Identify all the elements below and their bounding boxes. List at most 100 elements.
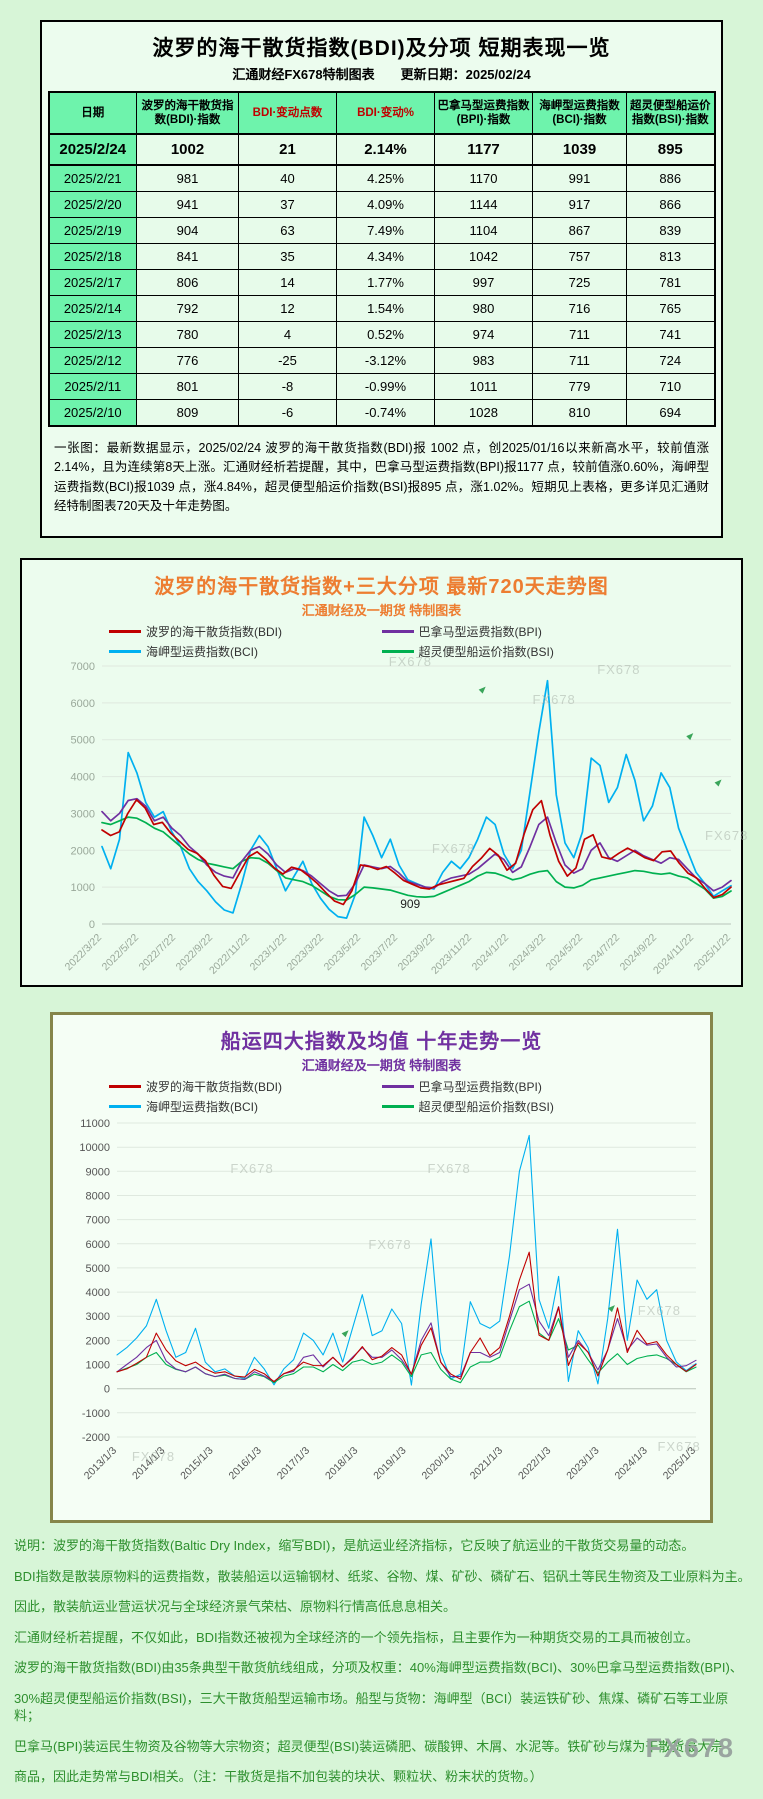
svg-text:2014/1/3: 2014/1/3 <box>130 1445 167 1482</box>
chart1-title: 波罗的海干散货指数+三大分项 最新720天走势图 <box>154 576 609 598</box>
table-cell: 981 <box>136 164 239 192</box>
table-cell: 810 <box>532 399 627 427</box>
legend-item: 巴拿马型运费指数(BPI) <box>381 1078 655 1095</box>
table-cell: 1.54% <box>336 295 435 322</box>
table-cell: 0.52% <box>336 321 435 348</box>
table-cell: 725 <box>532 269 627 296</box>
svg-text:909: 909 <box>400 897 420 911</box>
table-cell: 904 <box>136 217 239 244</box>
svg-text:5000: 5000 <box>71 735 95 747</box>
table-cell: 2025/2/18 <box>48 243 137 270</box>
table-cell: 801 <box>136 373 239 400</box>
bdi-short-term-table: 日期 波罗的海干散货指数(BDI)·指数 BDI·变动点数 BDI·变动% 巴拿马型运费… <box>47 91 716 427</box>
table-cell: 2025/2/13 <box>48 321 137 348</box>
chart1-legend: 波罗的海干散货指数(BDI) 巴拿马型运费指数(BPI) 海岬型运费指数(BCI) 超… <box>109 623 654 660</box>
svg-text:2022/7/22: 2022/7/22 <box>137 932 179 974</box>
table-row: 2025/2/11 801 -8 -0.99% 1011 779 710 <box>48 373 715 400</box>
table-cell: 792 <box>136 295 239 322</box>
table-row: 2025/2/24 1002 21 2.14% 1177 1039 895 <box>48 133 715 166</box>
svg-text:11000: 11000 <box>80 1118 110 1130</box>
legend-label: 超灵便型船运价指数(BSI) <box>418 1100 554 1114</box>
column-header: 日期 <box>48 91 137 135</box>
short-term-table-panel: 波罗的海干散货指数(BDI)及分项 短期表现一览 汇通财经FX678特制图表 更… <box>40 20 723 538</box>
svg-text:2025/1/22: 2025/1/22 <box>692 932 734 974</box>
table-row: 2025/2/10 809 -6 -0.74% 1028 810 694 <box>48 399 715 427</box>
table-cell: 941 <box>136 191 239 218</box>
table-cell: 4.25% <box>336 164 435 192</box>
table-cell: 813 <box>626 243 715 270</box>
table-cell: 1039 <box>532 133 627 166</box>
fx678-brand-watermark: FX678 <box>645 1733 735 1763</box>
table-panel-title: 波罗的海干散货指数(BDI)及分项 短期表现一览 <box>152 37 611 60</box>
legend-item: 波罗的海干散货指数(BDI) <box>109 623 382 640</box>
explanation-line: 波罗的海干散货指数(BDI)由35条典型干散货航线组成，分项及权重：40%海岬型… <box>14 1660 743 1676</box>
table-cell: 781 <box>626 269 715 296</box>
legend-swatch-icon <box>109 1105 141 1108</box>
table-cell: 711 <box>532 347 627 374</box>
table-cell: 12 <box>238 295 337 322</box>
legend-swatch-icon <box>381 1085 414 1088</box>
svg-text:2000: 2000 <box>86 1335 110 1347</box>
svg-text:9000: 9000 <box>86 1166 110 1178</box>
table-cell: 2025/2/11 <box>48 373 137 400</box>
table-row: 2025/2/21 981 40 4.25% 1170 991 886 <box>48 164 715 192</box>
svg-text:-2000: -2000 <box>82 1432 110 1444</box>
legend-swatch-icon <box>381 650 414 653</box>
svg-text:6000: 6000 <box>86 1239 110 1251</box>
legend-item: 波罗的海干散货指数(BDI) <box>109 1078 382 1095</box>
legend-swatch-icon <box>109 1085 141 1088</box>
table-row: 2025/2/19 904 63 7.49% 1104 867 839 <box>48 217 715 244</box>
table-header-row: 日期 波罗的海干散货指数(BDI)·指数 BDI·变动点数 BDI·变动% 巴拿马型运费… <box>48 91 715 135</box>
table-cell: 4.34% <box>336 243 435 270</box>
column-header: BDI·变动点数 <box>238 91 337 135</box>
table-cell: 2025/2/10 <box>48 399 137 427</box>
svg-text:1000: 1000 <box>71 882 95 894</box>
green-arrow-icon <box>607 1305 615 1313</box>
explanation-text: 说明：波罗的海干散货指数(Baltic Dry Index，缩写BDI)，是航运… <box>14 1537 752 1799</box>
explanation-line: 因此，散装航运业营运状况与全球经济景气荣枯、原物料行情高低息息相关。 <box>14 1599 457 1615</box>
svg-text:2024/11/22: 2024/11/22 <box>651 932 696 977</box>
table-body: 2025/2/24 1002 21 2.14% 1177 1039 895 2025/2/21… <box>48 133 715 427</box>
column-header: 超灵便型船运价指数(BSI)·指数 <box>626 91 715 135</box>
table-cell: 1002 <box>136 133 239 166</box>
legend-swatch-icon <box>109 630 141 633</box>
green-arrow-icon <box>478 686 486 694</box>
table-cell: 809 <box>136 399 239 427</box>
table-panel-subtitle: 汇通财经FX678特制图表 更新日期：2025/02/24 <box>232 67 531 82</box>
legend-item: 海岬型运费指数(BCI) <box>109 643 382 660</box>
table-row: 2025/2/12 776 -25 -3.12% 983 711 724 <box>48 347 715 374</box>
svg-text:2025/1/3: 2025/1/3 <box>661 1445 698 1482</box>
legend-item: 巴拿马型运费指数(BPI) <box>381 623 655 640</box>
svg-text:2023/1/3: 2023/1/3 <box>564 1445 601 1482</box>
column-header: 海岬型运费指数(BCI)·指数 <box>532 91 627 135</box>
table-cell: 63 <box>238 217 337 244</box>
legend-item: 超灵便型船运价指数(BSI) <box>381 1098 655 1115</box>
table-row: 2025/2/20 941 37 4.09% 1144 917 866 <box>48 191 715 218</box>
svg-text:2017/1/3: 2017/1/3 <box>275 1445 312 1482</box>
chart1-subtitle: 汇通财经及一期货 特制图表 <box>301 603 462 618</box>
legend-label: 巴拿马型运费指数(BPI) <box>418 1080 542 1094</box>
svg-text:2023/3/22: 2023/3/22 <box>285 932 327 974</box>
svg-text:2021/1/3: 2021/1/3 <box>468 1445 505 1482</box>
table-cell: 741 <box>626 321 715 348</box>
chart2-subtitle: 汇通财经及一期货 特制图表 <box>301 1058 462 1073</box>
trend-chart-720d: 010002000300040005000600070002022/3/2220… <box>63 661 734 977</box>
svg-text:2024/3/22: 2024/3/22 <box>507 932 549 974</box>
legend-label: 海岬型运费指数(BCI) <box>146 645 258 659</box>
svg-text:2024/7/22: 2024/7/22 <box>581 932 623 974</box>
table-cell: 2025/2/20 <box>48 191 137 218</box>
svg-text:2023/11/22: 2023/11/22 <box>429 932 474 977</box>
explanation-line: 说明：波罗的海干散货指数(Baltic Dry Index，缩写BDI)，是航运… <box>14 1538 695 1553</box>
table-cell: 839 <box>626 217 715 244</box>
table-cell: -0.99% <box>336 373 435 400</box>
svg-text:2000: 2000 <box>71 845 95 857</box>
table-cell: -8 <box>238 373 337 400</box>
table-cell: 886 <box>626 164 715 192</box>
table-note: 一张图：最新数据显示，2025/02/24 波罗的海干散货指数(BDI)报 10… <box>54 441 709 514</box>
table-cell: -25 <box>238 347 337 374</box>
svg-text:7000: 7000 <box>71 661 95 673</box>
table-cell: 1042 <box>434 243 533 270</box>
legend-label: 超灵便型船运价指数(BSI) <box>418 645 554 659</box>
table-cell: 4.09% <box>336 191 435 218</box>
table-cell: 1104 <box>434 217 533 244</box>
